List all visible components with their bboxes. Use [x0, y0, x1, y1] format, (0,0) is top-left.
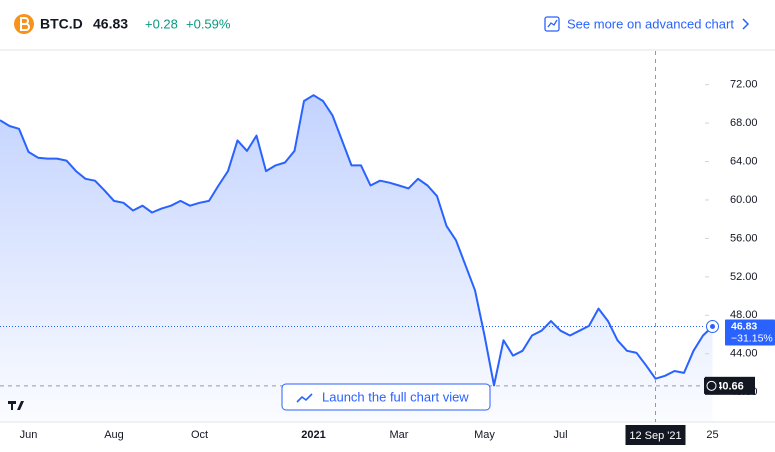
area-fill [0, 95, 713, 421]
link-icon [544, 16, 560, 32]
last-price-label: 46.83 [731, 320, 757, 332]
button-text[interactable]: Launch the full chart view [322, 389, 469, 404]
plot [0, 51, 719, 422]
change-pct: +0.59% [186, 16, 231, 31]
crosshair-date-bg [625, 425, 686, 445]
launch-button[interactable]: Launch the full chart view [281, 383, 491, 411]
button-bg [281, 383, 491, 411]
link-text[interactable]: See more on advanced chart [567, 16, 734, 31]
y-tick-label: 56.00 [730, 232, 758, 244]
button-icon [296, 393, 313, 403]
link-icon-line [547, 19, 558, 28]
crosshair-value: 40.66 [716, 381, 744, 393]
chevron [742, 18, 750, 30]
price: 46.83 [93, 16, 128, 32]
y-tick-label: 52.00 [730, 271, 758, 283]
change: +0.28 [145, 16, 178, 31]
y-tick-label: 72.00 [730, 79, 758, 91]
y-tick-label: 48.00 [730, 309, 758, 321]
period-change: −31.15% [731, 332, 773, 344]
header: BTC.D 46.83 +0.28 +0.59% See more on adv… [0, 14, 775, 51]
y-tick-label: 64.00 [730, 155, 758, 167]
x-tick-label: Jul [553, 429, 567, 441]
crosshair-date: 12 Sep '21 [629, 430, 681, 442]
last-point [710, 324, 715, 330]
x-tick-label: Aug [104, 429, 124, 441]
advanced-link[interactable]: See more on advanced chart [544, 16, 750, 32]
x-tick-label: 25 [706, 429, 718, 441]
symbol: BTC.D [40, 16, 83, 32]
line [0, 94, 714, 387]
y-tick-label: 44.00 [730, 348, 758, 360]
x-tick-label: 2021 [301, 429, 325, 441]
x-tick-label: Oct [191, 429, 208, 441]
y-tick-label: 60.00 [730, 194, 758, 206]
icon-ring [706, 380, 717, 391]
x-tick-label: Mar [390, 429, 409, 441]
x-tick-label: Jun [20, 429, 38, 441]
crosshair-add-icon [704, 377, 719, 394]
y-tick-label: 68.00 [730, 117, 758, 129]
x-tick-label: May [474, 429, 495, 441]
last-price-badge [725, 319, 775, 346]
icon-box [704, 377, 719, 394]
coin-glyph [20, 17, 30, 31]
